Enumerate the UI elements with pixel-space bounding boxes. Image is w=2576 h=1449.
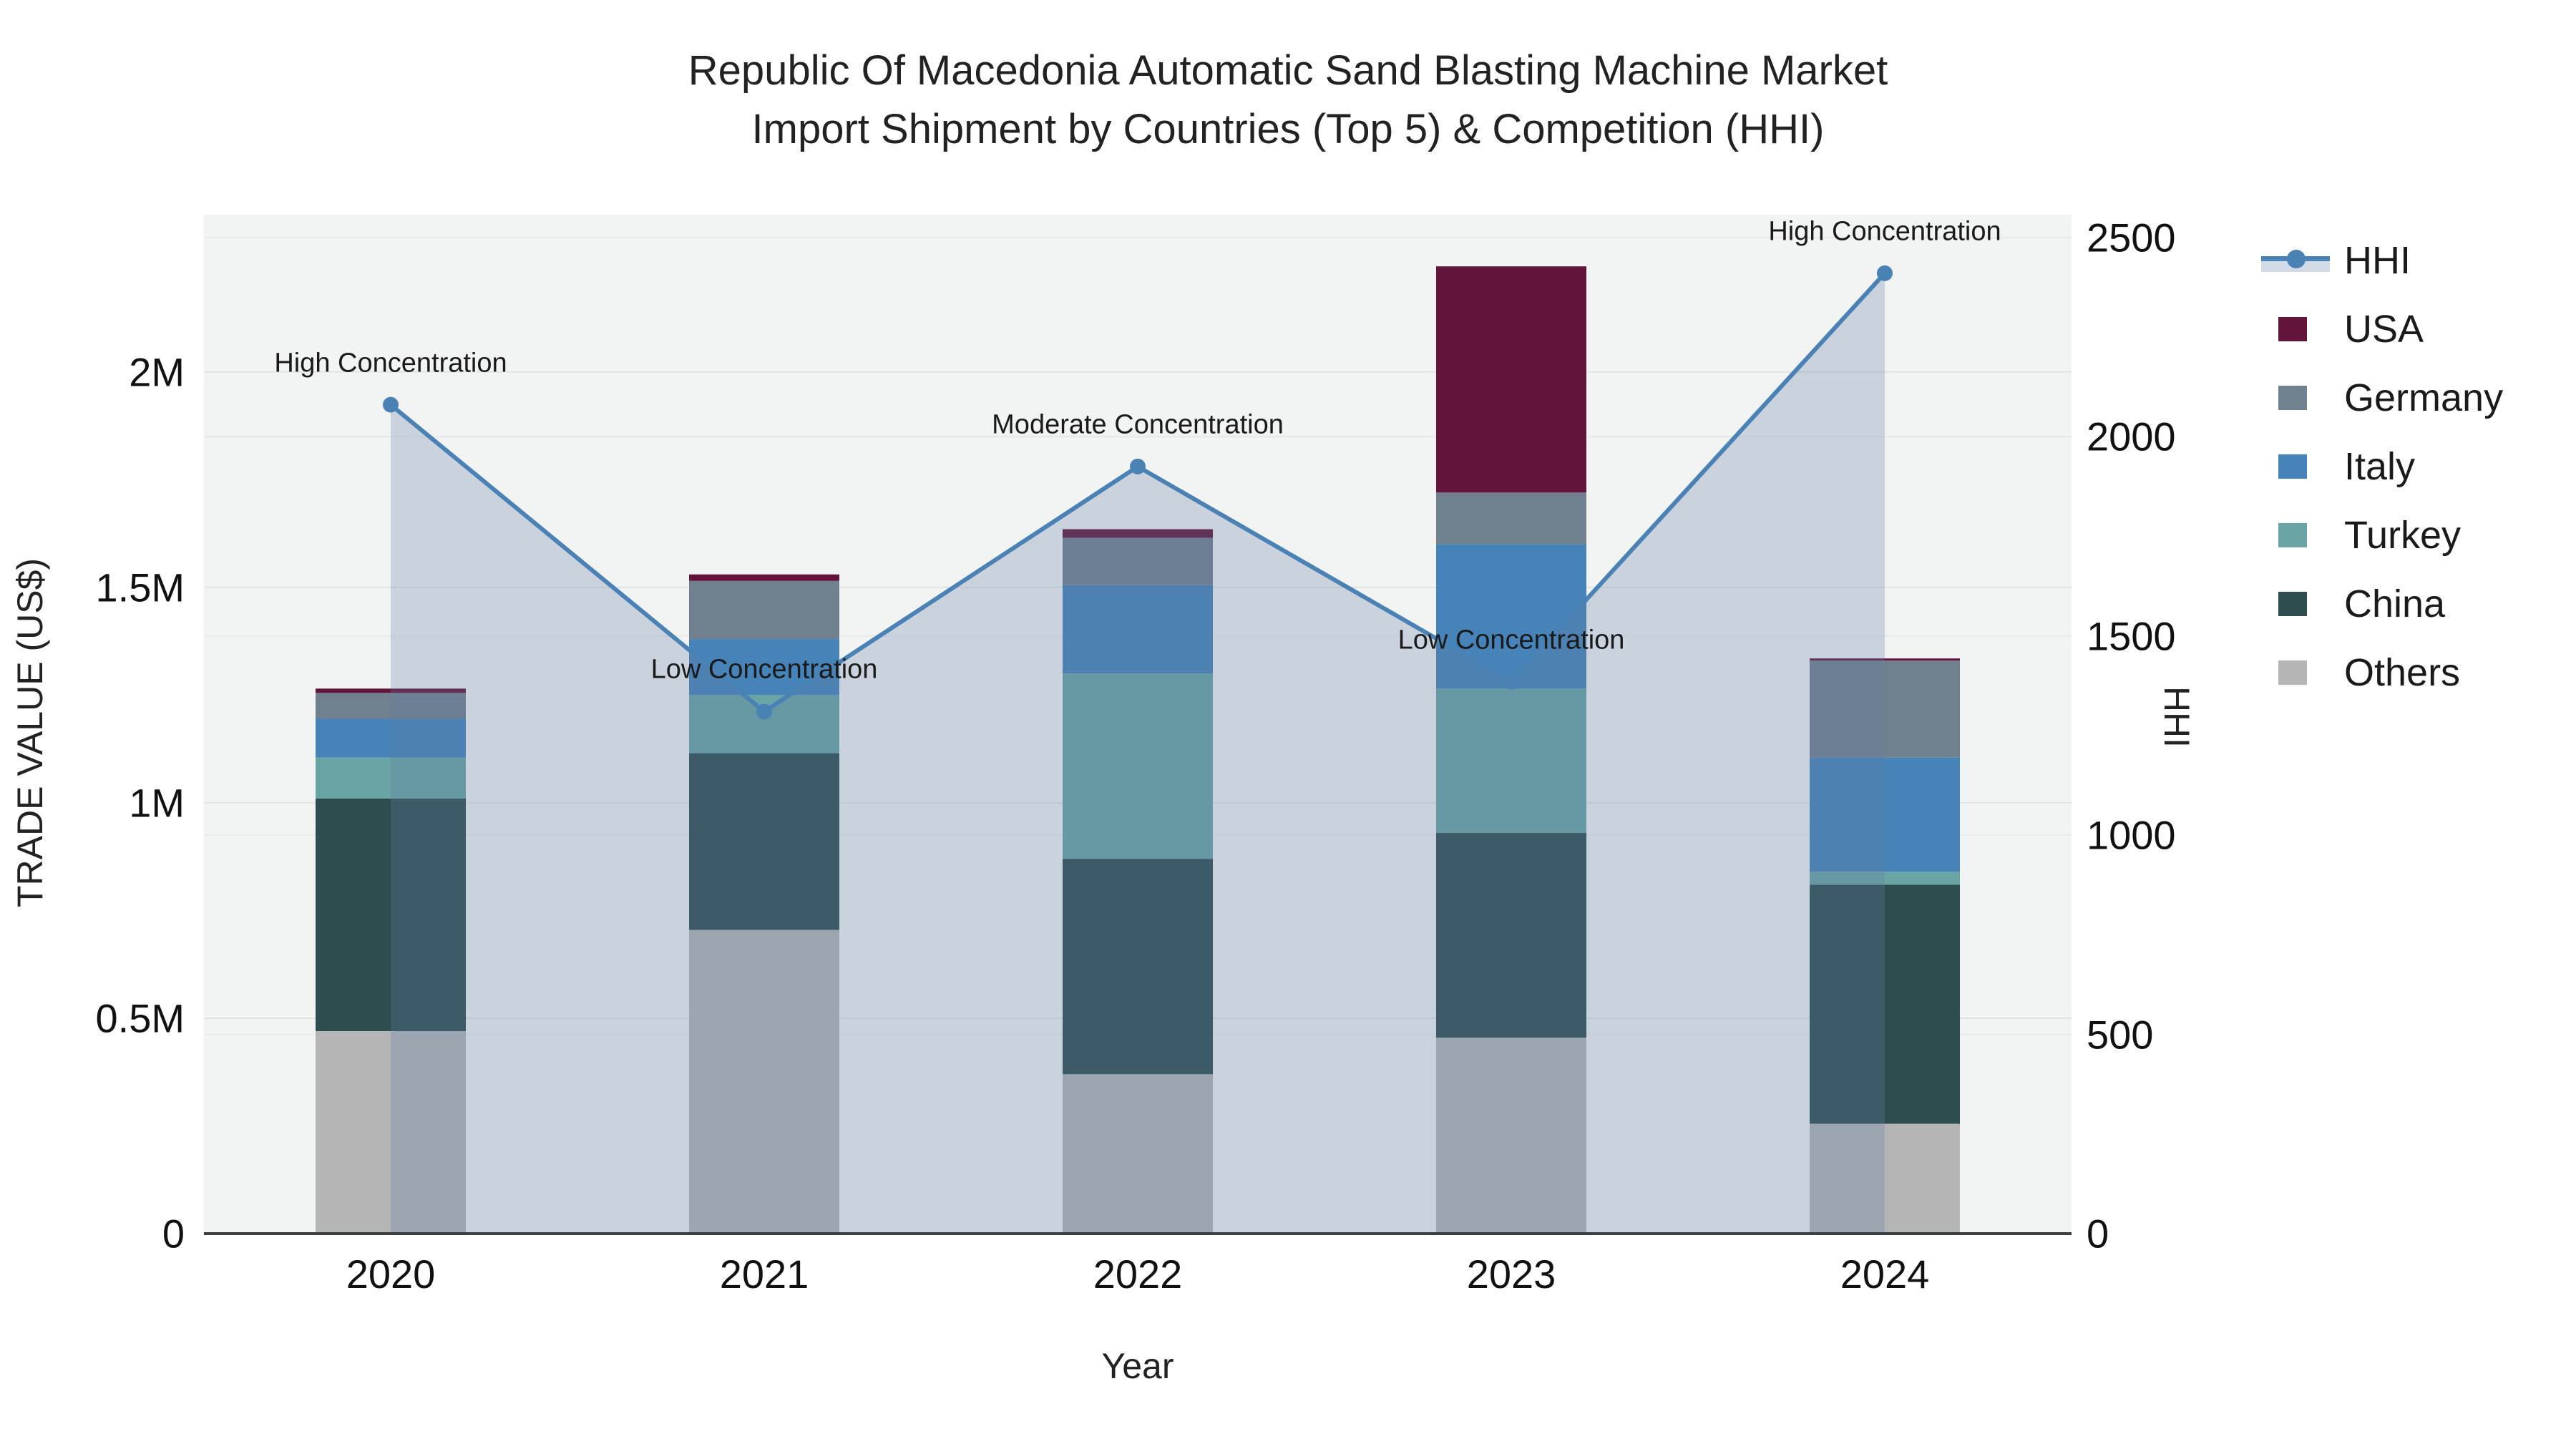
legend-item-germany[interactable]: Germany <box>2261 364 2503 432</box>
legend-label: Germany <box>2344 376 2504 419</box>
legend-label: Turkey <box>2344 514 2462 557</box>
legend-swatch-icon <box>2261 317 2333 341</box>
annotation-2024: High Concentration <box>1768 216 2001 247</box>
y-right-axis-title: HHI <box>2157 686 2197 748</box>
bar-segment-germany-2022[interactable] <box>1063 537 1213 585</box>
annotation-2022: Moderate Concentration <box>992 409 1284 440</box>
y-right-tick-1000: 1000 <box>2087 812 2176 858</box>
y-left-tick-0.5M: 0.5M <box>95 995 185 1041</box>
hhi-marker-2023[interactable] <box>1503 673 1519 690</box>
bar-segment-usa-2024[interactable] <box>1810 658 1960 661</box>
bar-segment-germany-2024[interactable] <box>1810 660 1960 758</box>
legend-swatch-icon <box>2261 660 2333 685</box>
bar-segment-others-2020[interactable] <box>316 1031 466 1234</box>
bar-segment-usa-2022[interactable] <box>1063 529 1213 538</box>
bar-segment-usa-2021[interactable] <box>689 574 839 581</box>
bar-segment-turkey-2024[interactable] <box>1810 872 1960 885</box>
bar-segment-china-2021[interactable] <box>689 753 839 930</box>
y-left-axis-title: TRADE VALUE (US$) <box>10 557 50 908</box>
chart-title: Republic Of Macedonia Automatic Sand Bla… <box>0 42 2576 159</box>
bar-segment-italy-2023[interactable] <box>1436 544 1586 689</box>
legend-label: Others <box>2344 651 2461 694</box>
legend-item-italy[interactable]: Italy <box>2261 432 2503 501</box>
x-tick-2022: 2022 <box>1093 1252 1183 1297</box>
annotation-2020: High Concentration <box>274 348 507 379</box>
legend-label: USA <box>2344 308 2424 351</box>
legend: HHI USA Germany Italy Turkey China Others <box>2261 226 2503 707</box>
bar-segment-italy-2021[interactable] <box>689 639 839 696</box>
y-right-tick-2000: 2000 <box>2087 414 2176 459</box>
legend-label: Italy <box>2344 445 2416 488</box>
bar-segment-italy-2020[interactable] <box>316 718 466 758</box>
bar-segment-others-2024[interactable] <box>1810 1123 1960 1234</box>
legend-item-others[interactable]: Others <box>2261 638 2503 707</box>
bar-segment-italy-2022[interactable] <box>1063 585 1213 674</box>
y-right-tick-500: 500 <box>2087 1012 2154 1058</box>
bar-segment-china-2024[interactable] <box>1810 884 1960 1124</box>
bar-segment-usa-2020[interactable] <box>316 688 466 693</box>
bar-segment-china-2020[interactable] <box>316 798 466 1032</box>
legend-swatch-icon <box>2261 592 2333 616</box>
legend-label: China <box>2344 582 2446 625</box>
bar-segment-turkey-2023[interactable] <box>1436 688 1586 834</box>
hhi-area-fill <box>391 273 1885 1234</box>
bar-segment-china-2023[interactable] <box>1436 833 1586 1038</box>
bar-segment-usa-2023[interactable] <box>1436 266 1586 493</box>
x-tick-2021: 2021 <box>719 1252 809 1297</box>
bar-segment-germany-2023[interactable] <box>1436 492 1586 545</box>
y-right-tick-1500: 1500 <box>2087 613 2176 659</box>
bar-segment-germany-2021[interactable] <box>689 580 839 640</box>
legend-swatch-icon <box>2261 386 2333 410</box>
legend-swatch-icon <box>2261 454 2333 479</box>
x-tick-2024: 2024 <box>1840 1252 1930 1297</box>
hhi-marker-2021[interactable] <box>756 703 772 720</box>
legend-label: HHI <box>2344 239 2411 282</box>
y-left-tick-1M: 1M <box>129 780 185 826</box>
y-left-tick-1.5M: 1.5M <box>95 565 185 610</box>
x-tick-2020: 2020 <box>346 1252 436 1297</box>
bar-segment-turkey-2020[interactable] <box>316 757 466 799</box>
hhi-marker-2020[interactable] <box>383 396 399 413</box>
bar-segment-italy-2024[interactable] <box>1810 757 1960 872</box>
y-left-tick-2M: 2M <box>129 349 185 395</box>
x-axis-title: Year <box>1101 1346 1174 1386</box>
y-left-tick-0: 0 <box>162 1211 185 1257</box>
annotation-2023: Low Concentration <box>1397 625 1625 655</box>
bar-segment-china-2022[interactable] <box>1063 859 1213 1075</box>
legend-swatch-icon <box>2261 523 2333 547</box>
chart-title-line1: Republic Of Macedonia Automatic Sand Bla… <box>688 47 1888 94</box>
hhi-marker-2024[interactable] <box>1877 265 1893 281</box>
bar-segment-others-2022[interactable] <box>1063 1074 1213 1234</box>
bar-segment-turkey-2022[interactable] <box>1063 673 1213 859</box>
y-right-tick-0: 0 <box>2087 1211 2109 1257</box>
legend-item-usa[interactable]: USA <box>2261 295 2503 364</box>
x-tick-2023: 2023 <box>1466 1252 1556 1297</box>
annotation-2021: Low Concentration <box>650 654 878 685</box>
bar-segment-others-2021[interactable] <box>689 930 839 1234</box>
legend-item-hhi[interactable]: HHI <box>2261 226 2503 295</box>
legend-line-icon <box>2261 245 2333 276</box>
hhi-marker-2022[interactable] <box>1130 458 1146 474</box>
legend-item-china[interactable]: China <box>2261 570 2503 638</box>
legend-item-turkey[interactable]: Turkey <box>2261 501 2503 570</box>
y-right-tick-2500: 2500 <box>2087 215 2176 260</box>
bar-segment-germany-2020[interactable] <box>316 693 466 719</box>
chart-title-line2: Import Shipment by Countries (Top 5) & C… <box>751 106 1825 152</box>
bar-segment-others-2023[interactable] <box>1436 1038 1586 1234</box>
